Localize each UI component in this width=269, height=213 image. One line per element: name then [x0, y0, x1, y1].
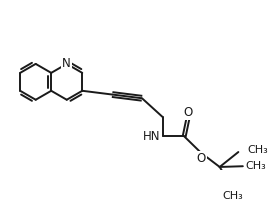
Text: CH₃: CH₃ — [222, 191, 243, 201]
Text: CH₃: CH₃ — [247, 145, 268, 155]
Text: O: O — [197, 151, 206, 164]
Text: N: N — [62, 57, 71, 71]
Text: HN: HN — [143, 130, 161, 143]
Text: O: O — [183, 106, 193, 119]
Text: CH₃: CH₃ — [245, 161, 266, 171]
